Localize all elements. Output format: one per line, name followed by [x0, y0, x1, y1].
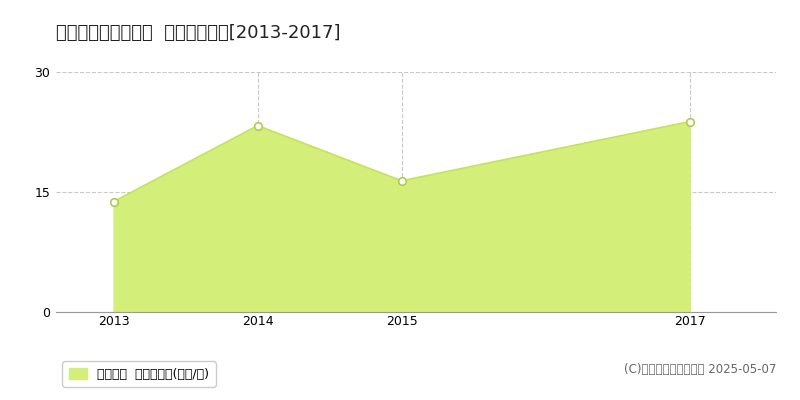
Point — [251, 122, 264, 129]
Text: (C)土地価格ドットコム 2025-05-07: (C)土地価格ドットコム 2025-05-07 — [624, 363, 776, 376]
Legend: 住宅価格  平均嵪単価(万円/嵪): 住宅価格 平均嵪単価(万円/嵪) — [62, 362, 215, 387]
Point — [395, 178, 408, 184]
Point — [107, 198, 120, 205]
Point — [683, 118, 696, 125]
Text: 双葉郡広野町中央台  住宅価格推移[2013-2017]: 双葉郡広野町中央台 住宅価格推移[2013-2017] — [56, 24, 341, 42]
